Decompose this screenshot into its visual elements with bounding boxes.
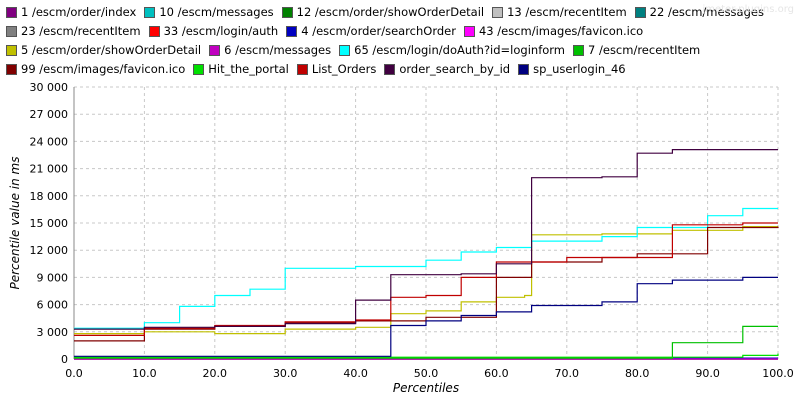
x-tick-label: 40.0 [343,367,368,380]
y-tick-label: 12 000 [30,244,69,257]
y-tick-label: 21 000 [30,163,69,176]
legend-item: 99 /escm/images/favicon.ico [6,61,185,77]
legend-swatch [339,44,351,56]
legend-label: 43 /escm/images/favicon.ico [478,24,644,38]
legend-swatch [634,6,646,18]
series-line [74,226,779,342]
y-tick-label: 0 [61,353,68,366]
legend-item: 65 /escm/login/doAuth?id=loginform [339,42,565,58]
legend-item: 10 /escm/messages [144,4,274,20]
legend-item: 23 /escm/recentItem [6,23,141,39]
legend-label: List_Orders [311,62,377,76]
watermark: jmeter-plugins.org [702,4,794,15]
y-tick-label: 30 000 [30,81,69,94]
x-axis-label: Percentiles [393,381,459,395]
legend-item: sp_userlogin_46 [518,61,626,77]
legend-swatch [281,6,293,18]
x-tick-label: 20.0 [203,367,228,380]
legend-swatch [209,44,221,56]
legend-label: 6 /escm/messages [224,43,332,57]
legend-label: 65 /escm/login/doAuth?id=loginform [354,43,566,57]
x-tick-label: 50.0 [414,367,439,380]
series-line [74,222,778,336]
series-line [74,325,778,359]
y-tick-label: 9 000 [37,271,69,284]
legend-item: order_search_by_id [384,61,510,77]
legend-label: 22 /escm/messages [649,5,764,19]
x-tick-label: 10.0 [132,367,157,380]
legend-item: 12 /escm/order/showOrderDetail [281,4,485,20]
y-tick-label: 15 000 [30,217,69,230]
legend-label: 13 /escm/recentItem [507,5,627,19]
legend-item: List_Orders [296,61,377,77]
legend-swatch [518,63,530,75]
legend-swatch [148,25,160,37]
legend-swatch [6,6,17,18]
legend-label: 33 /escm/login/auth [163,24,279,38]
y-tick-label: 3 000 [37,326,69,339]
y-tick-label: 27 000 [30,108,69,121]
y-axis-label: Percentile value in ms [8,157,22,290]
x-tick-label: 90.0 [695,367,720,380]
x-tick-label: 100.0 [762,367,794,380]
x-tick-label: 70.0 [555,367,580,380]
legend-item: 7 /escm/recentItem [573,42,700,58]
legend-swatch [296,63,308,75]
legend-item: 22 /escm/messages [634,4,764,20]
legend-swatch [6,44,17,56]
legend-label: 99 /escm/images/favicon.ico [21,62,186,76]
y-tick-label: 24 000 [30,135,69,148]
legend-item: 6 /escm/messages [209,42,331,58]
legend-item: 43 /escm/images/favicon.ico [463,23,644,39]
legend-label: 5 /escm/order/showOrderDetail [21,43,202,57]
legend-swatch [573,44,585,56]
y-tick-label: 6 000 [37,299,69,312]
series-line [74,276,778,357]
legend-label: 23 /escm/recentItem [21,24,141,38]
legend-label: 10 /escm/messages [159,5,274,19]
legend-item: 5 /escm/order/showOrderDetail [6,42,201,58]
x-tick-label: 80.0 [625,367,650,380]
legend-label: 1 /escm/order/index [21,5,137,19]
legend-label: 7 /escm/recentItem [588,43,701,57]
series-line [74,207,778,329]
y-tick-label: 18 000 [30,190,69,203]
legend-swatch [492,6,504,18]
legend-item: 13 /escm/recentItem [492,4,627,20]
series-line [74,353,779,358]
legend-label: 12 /escm/order/showOrderDetail [296,5,485,19]
legend-label: 4 /escm/order/searchOrder [301,24,456,38]
legend-swatch [384,63,396,75]
legend-swatch [193,63,205,75]
legend-swatch [6,63,17,75]
legend-swatch [286,25,298,37]
legend-swatch [6,25,17,37]
legend-swatch [463,25,475,37]
legend-label: sp_userlogin_46 [533,62,626,76]
legend-swatch [144,6,156,18]
legend: 1 /escm/order/index 10 /escm/messages 12 /… [6,4,796,77]
x-tick-label: 60.0 [484,367,509,380]
legend-label: Hit_the_portal [208,62,289,76]
legend-label: order_search_by_id [399,62,511,76]
legend-item: 4 /escm/order/searchOrder [286,23,456,39]
legend-item: 1 /escm/order/index [6,4,136,20]
series-line [74,149,778,330]
legend-item: 33 /escm/login/auth [148,23,279,39]
x-tick-label: 30.0 [273,367,298,380]
series-line [74,226,778,335]
legend-item: Hit_the_portal [193,61,289,77]
x-tick-label: 0.0 [65,367,83,380]
